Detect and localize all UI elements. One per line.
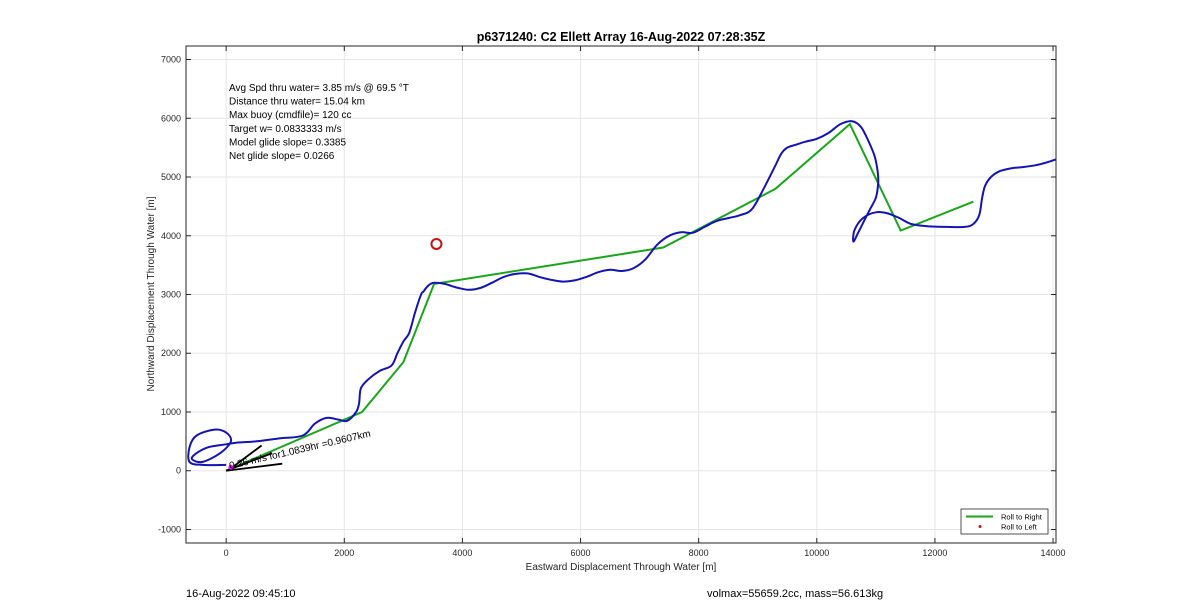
stats-line: Net glide slope= 0.0266: [229, 151, 335, 162]
current-marker: [228, 464, 234, 470]
current-vector: [230, 444, 263, 470]
y-tick-label: 0: [176, 466, 181, 476]
x-tick-label: 4000: [452, 548, 472, 558]
chart-title: p6371240: C2 Ellett Array 16-Aug-2022 07…: [477, 30, 766, 44]
x-tick-label: 2000: [334, 548, 354, 558]
current-vector: [226, 462, 283, 472]
x-tick-label: 14000: [1041, 548, 1066, 558]
footer-volmax-mass: volmax=55659.2cc, mass=56.613kg: [707, 588, 884, 600]
stats-line: Target w= 0.0833333 m/s: [229, 124, 342, 135]
stats-line: Model glide slope= 0.3385: [229, 137, 346, 148]
y-tick-label: 4000: [161, 231, 181, 241]
data-layer: [187, 120, 1056, 472]
x-tick-label: 0: [224, 548, 229, 558]
x-tick-label: 10000: [804, 548, 829, 558]
legend-label: Roll to Right: [1001, 513, 1043, 522]
y-tick-label: 1000: [161, 407, 181, 417]
y-tick-label: 6000: [161, 113, 181, 123]
series-line-roll-to-right: [225, 122, 974, 472]
y-tick-label: 5000: [161, 172, 181, 182]
x-tick-label: 6000: [571, 548, 591, 558]
x-tick-label: 12000: [922, 548, 947, 558]
series-line-glider-track: [187, 120, 1056, 467]
x-tick-label: 8000: [689, 548, 709, 558]
y-tick-label: 3000: [161, 290, 181, 300]
grid: [186, 46, 1056, 543]
x-axis-label: Eastward Displacement Through Water [m]: [526, 562, 717, 573]
legend-box: [960, 508, 1049, 535]
y-axis-label: Northward Displacement Through Water [m]: [146, 196, 157, 391]
legend-swatch-dot: [978, 525, 982, 528]
stats-line: Distance thru water= 15.04 km: [229, 97, 365, 108]
y-tick-label: -1000: [158, 524, 181, 534]
stats-line: Avg Spd thru water= 3.85 m/s @ 69.5 °T: [229, 83, 409, 94]
footer-timestamp: 16-Aug-2022 09:45:10: [186, 588, 296, 600]
y-tick-label: 2000: [161, 348, 181, 358]
stats-line: Max buoy (cmdfile)= 120 cc: [229, 110, 352, 121]
y-tick-label: 7000: [161, 55, 181, 65]
legend-label: Roll to Left: [1001, 523, 1038, 532]
axis-ticks: 0 2000 4000 6000 8000 10000 12000 14000 -1000 0 10…: [158, 46, 1066, 558]
target-marker: [430, 237, 443, 250]
current-vector: [225, 452, 273, 472]
